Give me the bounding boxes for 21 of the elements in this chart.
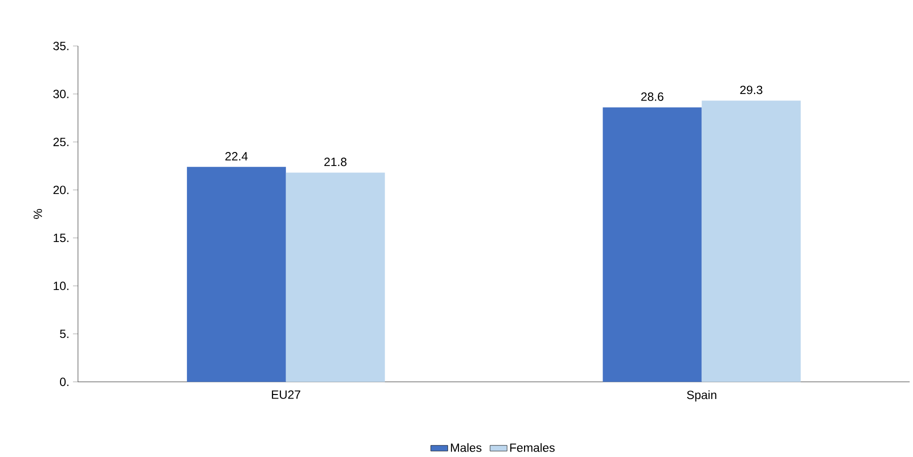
legend-label: Males xyxy=(450,443,482,452)
y-tick-label: 5. xyxy=(60,330,68,338)
bar xyxy=(602,107,702,382)
y-tick-label: 10. xyxy=(54,282,68,290)
y-tick-label: 30. xyxy=(53,90,68,98)
bar xyxy=(186,166,286,382)
y-axis-title: % xyxy=(34,208,42,219)
data-label: 22.4 xyxy=(225,152,248,160)
y-tick-label: 25. xyxy=(53,138,68,146)
data-label: 28.6 xyxy=(641,92,664,101)
legend-label: Females xyxy=(510,443,555,452)
data-label: 21.8 xyxy=(324,158,346,166)
y-tick-label: 35. xyxy=(53,42,68,50)
data-label: 29.3 xyxy=(740,86,762,94)
y-tick-label: 0. xyxy=(60,377,68,386)
x-tick-label: EU27 xyxy=(272,390,300,399)
x-tick-label: Spain xyxy=(687,390,716,402)
y-tick-label: 15. xyxy=(54,234,68,242)
bar xyxy=(702,100,801,382)
bar xyxy=(286,172,385,382)
y-tick-label: 20. xyxy=(53,186,68,194)
